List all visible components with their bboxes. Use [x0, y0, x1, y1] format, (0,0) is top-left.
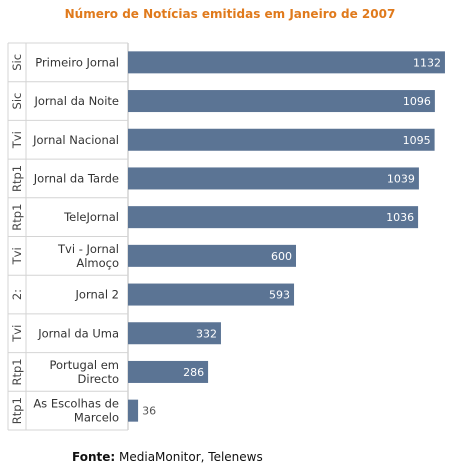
bar: [128, 128, 435, 151]
channel-label: Tvi: [10, 131, 24, 149]
bar: [128, 244, 296, 267]
program-label: Directo: [78, 372, 119, 386]
value-label: 1039: [387, 172, 415, 185]
channel-label: Rtp1: [10, 165, 24, 192]
program-label: As Escolhas de: [33, 397, 119, 411]
value-label: 332: [196, 327, 217, 340]
bar: [128, 399, 139, 422]
bar: [128, 167, 419, 190]
bar: [128, 206, 419, 229]
program-label: Jornal da Uma: [37, 326, 119, 340]
bar: [128, 51, 445, 74]
bar: [128, 283, 295, 306]
source-note: Fonte: MediaMonitor, Telenews: [72, 450, 263, 464]
source-label: Fonte:: [72, 450, 116, 464]
program-label: TeleJornal: [63, 210, 119, 224]
program-label: Almoço: [76, 256, 119, 270]
bar: [128, 90, 435, 113]
value-label: 286: [183, 366, 204, 379]
chart-title: Número de Notícias emitidas em Janeiro d…: [65, 7, 396, 21]
channel-label: 2:: [10, 289, 24, 300]
program-label: Portugal em: [49, 358, 119, 372]
program-label: Jornal 2: [75, 288, 119, 302]
value-label: 1132: [413, 56, 441, 69]
value-label: 600: [271, 250, 292, 263]
program-label: Tvi - Jornal: [57, 242, 119, 256]
channel-label: Rtp1: [10, 397, 24, 424]
value-label: 36: [142, 405, 156, 418]
program-label: Jornal Nacional: [32, 133, 119, 147]
value-label: 1095: [403, 134, 431, 147]
channel-label: Rtp1: [10, 204, 24, 231]
bar: [128, 322, 221, 345]
channel-label: Tvi: [10, 247, 24, 265]
channel-label: Sic: [10, 54, 24, 71]
program-label: Primeiro Jornal: [35, 55, 119, 69]
bar: [128, 360, 209, 383]
channel-label: Tvi: [10, 325, 24, 343]
value-label: 1036: [386, 211, 414, 224]
value-label: 593: [269, 289, 290, 302]
channel-label: Rtp1: [10, 358, 24, 385]
program-label: Marcelo: [74, 411, 119, 425]
bar-chart: Número de Notícias emitidas em Janeiro d…: [7, 7, 445, 431]
program-label: Jornal da Tarde: [33, 171, 119, 185]
channel-label: Sic: [10, 93, 24, 110]
value-label: 1096: [403, 95, 431, 108]
source-text: MediaMonitor, Telenews: [119, 450, 263, 464]
program-label: Jornal da Noite: [33, 94, 119, 108]
